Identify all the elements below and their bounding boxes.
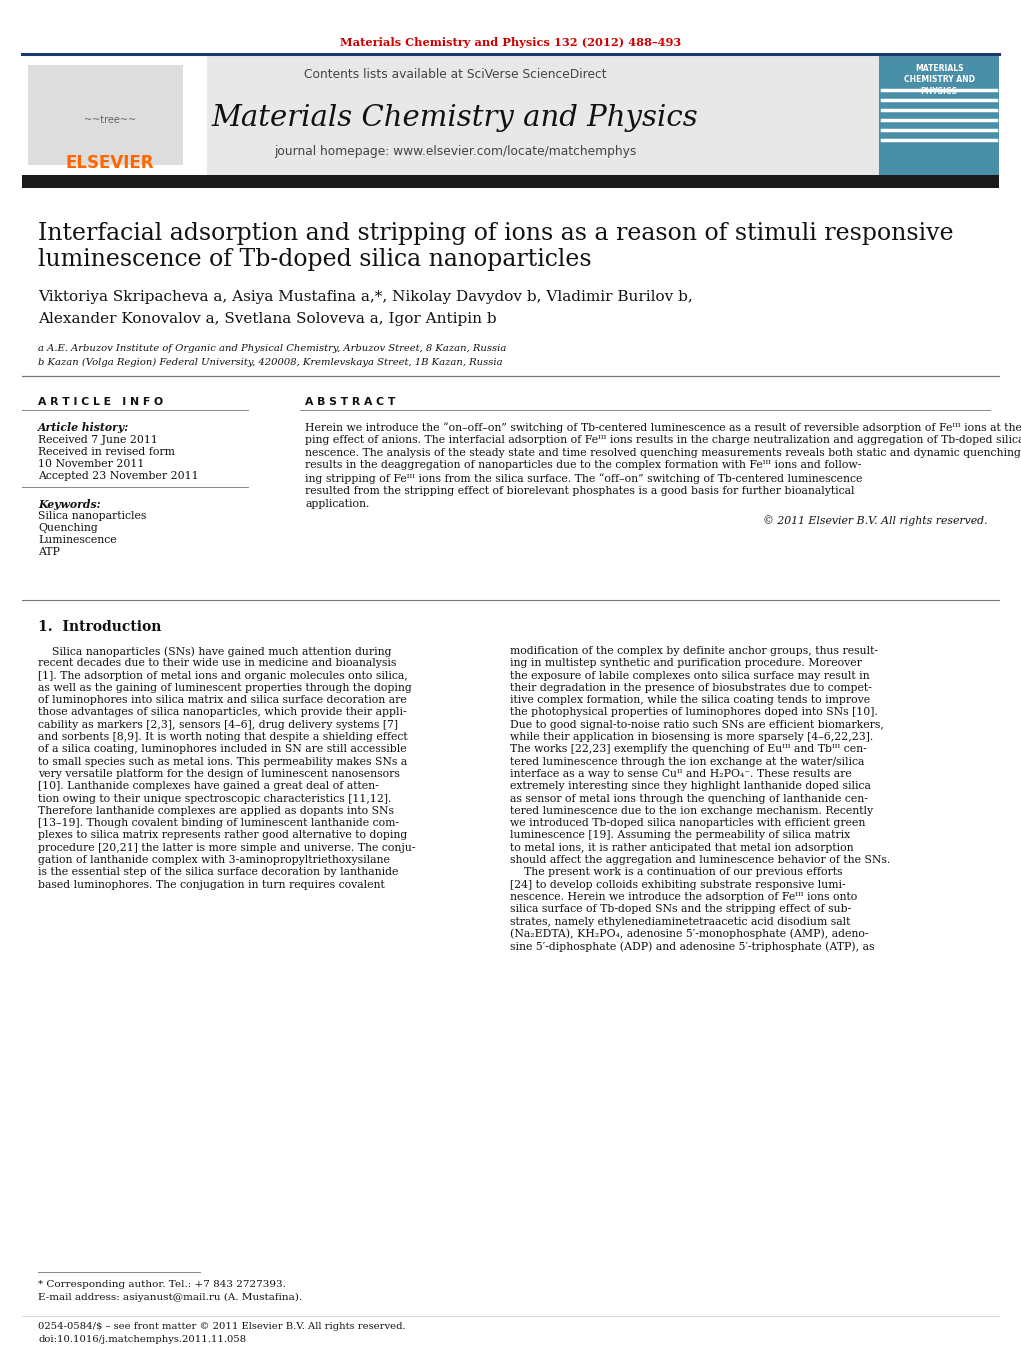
Text: Interfacial adsorption and stripping of ions as a reason of stimuli responsive: Interfacial adsorption and stripping of … — [38, 222, 954, 245]
Text: very versatile platform for the design of luminescent nanosensors: very versatile platform for the design o… — [38, 769, 400, 780]
Text: [10]. Lanthanide complexes have gained a great deal of atten-: [10]. Lanthanide complexes have gained a… — [38, 781, 379, 792]
Text: The present work is a continuation of our previous efforts: The present work is a continuation of ou… — [510, 867, 842, 877]
Text: * Corresponding author. Tel.: +7 843 2727393.: * Corresponding author. Tel.: +7 843 272… — [38, 1279, 286, 1289]
Text: Viktoriya Skripacheva a, Asiya Mustafina a,*, Nikolay Davydov b, Vladimir Burilo: Viktoriya Skripacheva a, Asiya Mustafina… — [38, 290, 693, 304]
Text: silica surface of Tb-doped SNs and the stripping effect of sub-: silica surface of Tb-doped SNs and the s… — [510, 904, 852, 915]
Text: recent decades due to their wide use in medicine and bioanalysis: recent decades due to their wide use in … — [38, 658, 396, 669]
Text: Due to good signal-to-noise ratio such SNs are efficient biomarkers,: Due to good signal-to-noise ratio such S… — [510, 720, 884, 730]
Text: and sorbents [8,9]. It is worth noting that despite a shielding effect: and sorbents [8,9]. It is worth noting t… — [38, 732, 407, 742]
Text: should affect the aggregation and luminescence behavior of the SNs.: should affect the aggregation and lumine… — [510, 855, 890, 865]
Text: b Kazan (Volga Region) Federal University, 420008, Kremlevskaya Street, 1B Kazan: b Kazan (Volga Region) Federal Universit… — [38, 358, 502, 367]
Text: procedure [20,21] the latter is more simple and universe. The conju-: procedure [20,21] the latter is more sim… — [38, 843, 416, 852]
Text: tered luminescence through the ion exchange at the water/silica: tered luminescence through the ion excha… — [510, 757, 865, 767]
Text: resulted from the stripping effect of biorelevant phosphates is a good basis for: resulted from the stripping effect of bi… — [305, 486, 855, 496]
Text: MATERIALS
CHEMISTRY AND
PHYSICS: MATERIALS CHEMISTRY AND PHYSICS — [904, 63, 974, 96]
Text: interface as a way to sense Cuᴵᴵ and H₂PO₄⁻. These results are: interface as a way to sense Cuᴵᴵ and H₂P… — [510, 769, 852, 780]
Text: Received 7 June 2011: Received 7 June 2011 — [38, 435, 158, 444]
Text: their degradation in the presence of biosubstrates due to compet-: their degradation in the presence of bio… — [510, 682, 872, 693]
Text: is the essential step of the silica surface decoration by lanthanide: is the essential step of the silica surf… — [38, 867, 398, 877]
Text: Article history:: Article history: — [38, 422, 130, 434]
FancyBboxPatch shape — [22, 176, 999, 188]
Text: Accepted 23 November 2011: Accepted 23 November 2011 — [38, 471, 199, 481]
Text: Quenching: Quenching — [38, 523, 98, 534]
Text: luminescence [19]. Assuming the permeability of silica matrix: luminescence [19]. Assuming the permeabi… — [510, 831, 850, 840]
Text: Silica nanoparticles: Silica nanoparticles — [38, 511, 146, 521]
Text: 1.  Introduction: 1. Introduction — [38, 620, 161, 634]
Text: Herein we introduce the “on–off–on” switching of Tb-centered luminescence as a r: Herein we introduce the “on–off–on” swit… — [305, 422, 1021, 432]
Text: ~~tree~~: ~~tree~~ — [84, 115, 136, 126]
FancyBboxPatch shape — [22, 55, 879, 176]
FancyBboxPatch shape — [28, 65, 183, 165]
Text: based luminophores. The conjugation in turn requires covalent: based luminophores. The conjugation in t… — [38, 880, 385, 890]
Text: doi:10.1016/j.matchemphys.2011.11.058: doi:10.1016/j.matchemphys.2011.11.058 — [38, 1335, 246, 1344]
Text: of a silica coating, luminophores included in SN are still accessible: of a silica coating, luminophores includ… — [38, 744, 406, 754]
Text: those advantages of silica nanoparticles, which provide their appli-: those advantages of silica nanoparticles… — [38, 708, 406, 717]
Text: of luminophores into silica matrix and silica surface decoration are: of luminophores into silica matrix and s… — [38, 696, 406, 705]
Text: nescence. The analysis of the steady state and time resolved quenching measureme: nescence. The analysis of the steady sta… — [305, 447, 1021, 458]
Text: A R T I C L E   I N F O: A R T I C L E I N F O — [38, 397, 163, 407]
FancyBboxPatch shape — [22, 55, 207, 176]
Text: the photophysical properties of luminophores doped into SNs [10].: the photophysical properties of luminoph… — [510, 708, 878, 717]
Text: as sensor of metal ions through the quenching of lanthanide cen-: as sensor of metal ions through the quen… — [510, 793, 868, 804]
Text: The works [22,23] exemplify the quenching of Euᴵᴵᴵ and Tbᴵᴵᴵ cen-: The works [22,23] exemplify the quenchin… — [510, 744, 867, 754]
Text: Therefore lanthanide complexes are applied as dopants into SNs: Therefore lanthanide complexes are appli… — [38, 807, 394, 816]
Text: Luminescence: Luminescence — [38, 535, 116, 544]
Text: a A.E. Arbuzov Institute of Organic and Physical Chemistry, Arbuzov Street, 8 Ka: a A.E. Arbuzov Institute of Organic and … — [38, 345, 506, 353]
Text: to small species such as metal ions. This permeability makes SNs a: to small species such as metal ions. Thi… — [38, 757, 407, 767]
Text: 10 November 2011: 10 November 2011 — [38, 459, 144, 469]
Text: strates, namely ethylenediaminetetraacetic acid disodium salt: strates, namely ethylenediaminetetraacet… — [510, 916, 850, 927]
Text: Contents lists available at SciVerse ScienceDirect: Contents lists available at SciVerse Sci… — [303, 68, 606, 81]
Text: 0254-0584/$ – see front matter © 2011 Elsevier B.V. All rights reserved.: 0254-0584/$ – see front matter © 2011 El… — [38, 1323, 405, 1331]
Text: [1]. The adsorption of metal ions and organic molecules onto silica,: [1]. The adsorption of metal ions and or… — [38, 670, 407, 681]
Text: E-mail address: asiyanust@mail.ru (A. Mustafina).: E-mail address: asiyanust@mail.ru (A. Mu… — [38, 1293, 302, 1302]
Text: tion owing to their unique spectroscopic characteristics [11,12].: tion owing to their unique spectroscopic… — [38, 793, 391, 804]
Text: extremely interesting since they highlight lanthanide doped silica: extremely interesting since they highlig… — [510, 781, 871, 792]
Text: ELSEVIER: ELSEVIER — [65, 154, 154, 172]
Text: nescence. Herein we introduce the adsorption of Feᴵᴵᴵ ions onto: nescence. Herein we introduce the adsorp… — [510, 892, 858, 902]
Text: ing stripping of Feᴵᴵᴵ ions from the silica surface. The “off–on” switching of T: ing stripping of Feᴵᴵᴵ ions from the sil… — [305, 473, 863, 484]
Text: as well as the gaining of luminescent properties through the doping: as well as the gaining of luminescent pr… — [38, 682, 411, 693]
Text: journal homepage: www.elsevier.com/locate/matchemphys: journal homepage: www.elsevier.com/locat… — [274, 146, 636, 158]
Text: © 2011 Elsevier B.V. All rights reserved.: © 2011 Elsevier B.V. All rights reserved… — [764, 516, 988, 527]
Text: sine 5′-diphosphate (ADP) and adenosine 5′-triphosphate (ATP), as: sine 5′-diphosphate (ADP) and adenosine … — [510, 942, 875, 951]
Text: ping effect of anions. The interfacial adsorption of Feᴵᴵᴵ ions results in the c: ping effect of anions. The interfacial a… — [305, 435, 1021, 444]
Text: [13–19]. Though covalent binding of luminescent lanthanide com-: [13–19]. Though covalent binding of lumi… — [38, 819, 399, 828]
Text: ing in multistep synthetic and purification procedure. Moreover: ing in multistep synthetic and purificat… — [510, 658, 862, 669]
Text: Received in revised form: Received in revised form — [38, 447, 175, 457]
Text: ATP: ATP — [38, 547, 60, 557]
Text: plexes to silica matrix represents rather good alternative to doping: plexes to silica matrix represents rathe… — [38, 831, 407, 840]
Text: the exposure of labile complexes onto silica surface may result in: the exposure of labile complexes onto si… — [510, 670, 870, 681]
Text: Materials Chemistry and Physics 132 (2012) 488–493: Materials Chemistry and Physics 132 (201… — [340, 36, 682, 47]
Text: tered luminescence due to the ion exchange mechanism. Recently: tered luminescence due to the ion exchan… — [510, 807, 873, 816]
Text: luminescence of Tb-doped silica nanoparticles: luminescence of Tb-doped silica nanopart… — [38, 249, 591, 272]
Text: gation of lanthanide complex with 3-aminopropyltriethoxysilane: gation of lanthanide complex with 3-amin… — [38, 855, 390, 865]
Text: to metal ions, it is rather anticipated that metal ion adsorption: to metal ions, it is rather anticipated … — [510, 843, 854, 852]
Text: cability as markers [2,3], sensors [4–6], drug delivery systems [7]: cability as markers [2,3], sensors [4–6]… — [38, 720, 398, 730]
Text: results in the deaggregation of nanoparticles due to the complex formation with : results in the deaggregation of nanopart… — [305, 461, 862, 470]
Text: A B S T R A C T: A B S T R A C T — [305, 397, 395, 407]
Text: Alexander Konovalov a, Svetlana Soloveva a, Igor Antipin b: Alexander Konovalov a, Svetlana Soloveva… — [38, 312, 496, 326]
Text: Keywords:: Keywords: — [38, 499, 101, 509]
Text: we introduced Tb-doped silica nanoparticles with efficient green: we introduced Tb-doped silica nanopartic… — [510, 819, 866, 828]
FancyBboxPatch shape — [879, 55, 999, 176]
Text: [24] to develop colloids exhibiting substrate responsive lumi-: [24] to develop colloids exhibiting subs… — [510, 880, 845, 890]
Text: (Na₂EDTA), KH₂PO₄, adenosine 5′-monophosphate (AMP), adeno-: (Na₂EDTA), KH₂PO₄, adenosine 5′-monophos… — [510, 929, 869, 939]
Text: Silica nanoparticles (SNs) have gained much attention during: Silica nanoparticles (SNs) have gained m… — [38, 646, 391, 657]
Text: Materials Chemistry and Physics: Materials Chemistry and Physics — [211, 104, 698, 132]
Text: itive complex formation, while the silica coating tends to improve: itive complex formation, while the silic… — [510, 696, 870, 705]
Text: modification of the complex by definite anchor groups, thus result-: modification of the complex by definite … — [510, 646, 878, 657]
Text: while their application in biosensing is more sparsely [4–6,22,23].: while their application in biosensing is… — [510, 732, 873, 742]
Text: application.: application. — [305, 499, 370, 509]
